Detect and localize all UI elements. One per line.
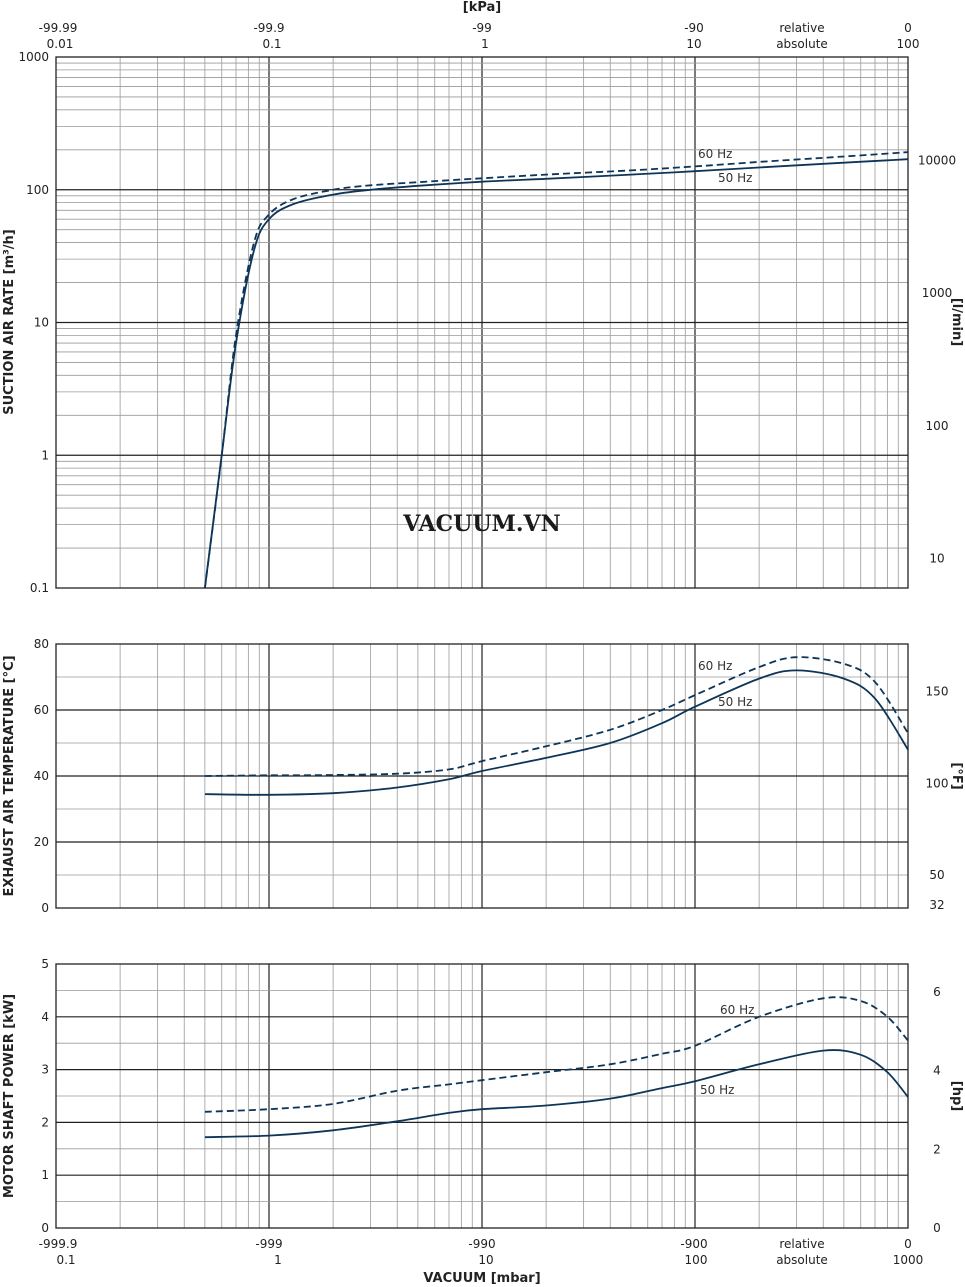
temperature-y2-tick-50: 50 xyxy=(929,868,944,882)
suction-y-tick-4: 1000 xyxy=(18,50,49,64)
power-frame xyxy=(55,963,909,1229)
suction-y2-tick-1000: 100 xyxy=(926,419,949,433)
temperature-y-axis-title: EXHAUST AIR TEMPERATURE [°C] xyxy=(2,655,17,896)
suction-50hz-label: 50 Hz xyxy=(718,171,752,185)
top-tick-absolute-5: 100 xyxy=(897,37,920,51)
power-50hz-label: 50 Hz xyxy=(700,1083,734,1097)
temperature-50hz-label: 50 Hz xyxy=(718,695,752,709)
bottom-tick-absolute-5: 1000 xyxy=(893,1253,924,1267)
suction-y-tick-3: 100 xyxy=(26,183,49,197)
power-y2-tick-6: 6 xyxy=(933,985,941,999)
suction-y-axis-title: SUCTION AIR RATE [m³/h] xyxy=(2,229,17,415)
power-curve-50hz xyxy=(204,1049,909,1139)
top-tick-relative-1: -99.9 xyxy=(253,21,284,35)
suction-y2-tick-10000: 10 xyxy=(929,552,944,566)
power-y-tick-5: 5 xyxy=(41,957,49,971)
top-tick-relative-2: -99 xyxy=(472,21,492,35)
temperature-y-tick-3: 60 xyxy=(34,703,49,717)
bottom-axis-relative-ticks: -999.9 -999 -990 -900 relative 0 xyxy=(39,1237,912,1251)
top-axis-relative-ticks: -99.99 -99.9 -99 -90 relative 0 xyxy=(39,21,912,35)
power-y-tick-2: 2 xyxy=(41,1115,49,1129)
power-y-tick-4: 4 xyxy=(41,1010,49,1024)
suction-y-tick-2: 10 xyxy=(34,316,49,330)
bottom-tick-absolute-4: absolute xyxy=(776,1253,828,1267)
top-tick-relative-5: 0 xyxy=(904,21,912,35)
power-y-ticks: 0 1 2 3 4 5 xyxy=(41,957,49,1235)
bottom-tick-absolute-1: 1 xyxy=(274,1253,282,1267)
top-axis-unit-label: [kPa] xyxy=(463,0,501,15)
temperature-y2-tick-100: 100 xyxy=(926,776,949,790)
temperature-y-ticks: 0 20 40 60 80 xyxy=(34,637,49,915)
temperature-curve-50hz xyxy=(204,669,909,796)
suction-air-rate-panel: 0.1 1 10 100 1000 10 100 1000 10000 SUCTION AIR… xyxy=(2,50,964,595)
power-y2-tick-2: 2 xyxy=(933,1142,941,1156)
top-tick-relative-3: -90 xyxy=(684,21,704,35)
bottom-tick-relative-1: -999 xyxy=(255,1237,282,1251)
power-y2-axis-title: [hp] xyxy=(949,1081,964,1111)
suction-y2-axis-title: [l/min] xyxy=(949,298,964,346)
suction-curve-50hz xyxy=(204,158,909,589)
power-y-axis-title: MOTOR SHAFT POWER [kW] xyxy=(2,994,17,1198)
suction-frame xyxy=(55,56,909,589)
top-tick-absolute-0: 0.01 xyxy=(47,37,74,51)
bottom-tick-relative-2: -990 xyxy=(468,1237,495,1251)
suction-y2-ticks: 10 100 1000 10000 xyxy=(918,153,956,565)
temperature-y2-tick-32: 32 xyxy=(929,898,944,912)
watermark: VACUUM.VN xyxy=(402,511,561,537)
suction-y-tick-1: 1 xyxy=(41,448,49,462)
suction-curve-60hz xyxy=(204,151,909,589)
power-grid xyxy=(56,964,908,1228)
power-curves xyxy=(204,996,909,1139)
bottom-axis-absolute-ticks: 0.1 1 10 100 absolute 1000 xyxy=(56,1253,923,1267)
temperature-frame xyxy=(55,643,909,909)
bottom-axis-title: VACUUM [mbar] xyxy=(423,1271,540,1286)
power-y-tick-0: 0 xyxy=(41,1221,49,1235)
top-tick-absolute-3: 10 xyxy=(686,37,701,51)
top-tick-relative-0: -99.99 xyxy=(39,21,78,35)
suction-grid xyxy=(56,57,908,588)
temperature-y-tick-4: 80 xyxy=(34,637,49,651)
top-tick-absolute-4: absolute xyxy=(776,37,828,51)
suction-y-tick-0: 0.1 xyxy=(30,581,49,595)
suction-y2-tick-10: 10000 xyxy=(918,153,956,167)
bottom-tick-absolute-3: 100 xyxy=(685,1253,708,1267)
bottom-tick-absolute-2: 10 xyxy=(478,1253,493,1267)
power-y2-tick-4: 4 xyxy=(933,1063,941,1077)
exhaust-temperature-panel: 0 20 40 60 80 32 50 100 150 EXHAUST AIR TEMPERA… xyxy=(2,637,964,915)
bottom-tick-absolute-0: 0.1 xyxy=(56,1253,75,1267)
power-y2-ticks: 0 2 4 6 xyxy=(933,985,941,1235)
top-axis-absolute-ticks: 0.01 0.1 1 10 absolute 100 xyxy=(47,37,920,51)
bottom-tick-relative-0: -999.9 xyxy=(39,1237,78,1251)
power-curve-60hz xyxy=(204,996,909,1113)
suction-60hz-label: 60 Hz xyxy=(698,147,732,161)
temperature-curves xyxy=(204,656,909,796)
suction-y-ticks: 0.1 1 10 100 1000 xyxy=(18,50,49,595)
temperature-y2-axis-title: [°F] xyxy=(949,762,964,789)
suction-curves xyxy=(204,151,909,589)
temperature-curve-60hz xyxy=(204,656,909,777)
temperature-y-tick-0: 0 xyxy=(41,901,49,915)
power-y-tick-3: 3 xyxy=(41,1063,49,1077)
temperature-y2-ticks: 32 50 100 150 xyxy=(926,685,949,912)
temperature-60hz-label: 60 Hz xyxy=(698,659,732,673)
suction-y2-tick-100: 1000 xyxy=(922,286,953,300)
bottom-tick-relative-3: -900 xyxy=(680,1237,707,1251)
top-tick-absolute-2: 1 xyxy=(481,37,489,51)
power-60hz-label: 60 Hz xyxy=(720,1003,754,1017)
temperature-y-tick-2: 40 xyxy=(34,769,49,783)
power-y-tick-1: 1 xyxy=(41,1168,49,1182)
power-y2-tick-0: 0 xyxy=(933,1221,941,1235)
bottom-tick-relative-4: relative xyxy=(779,1237,824,1251)
top-tick-absolute-1: 0.1 xyxy=(262,37,281,51)
temperature-grid xyxy=(56,644,908,908)
temperature-y-tick-1: 20 xyxy=(34,835,49,849)
top-tick-relative-4: relative xyxy=(779,21,824,35)
temperature-y2-tick-150: 150 xyxy=(926,685,949,699)
bottom-tick-relative-5: 0 xyxy=(904,1237,912,1251)
